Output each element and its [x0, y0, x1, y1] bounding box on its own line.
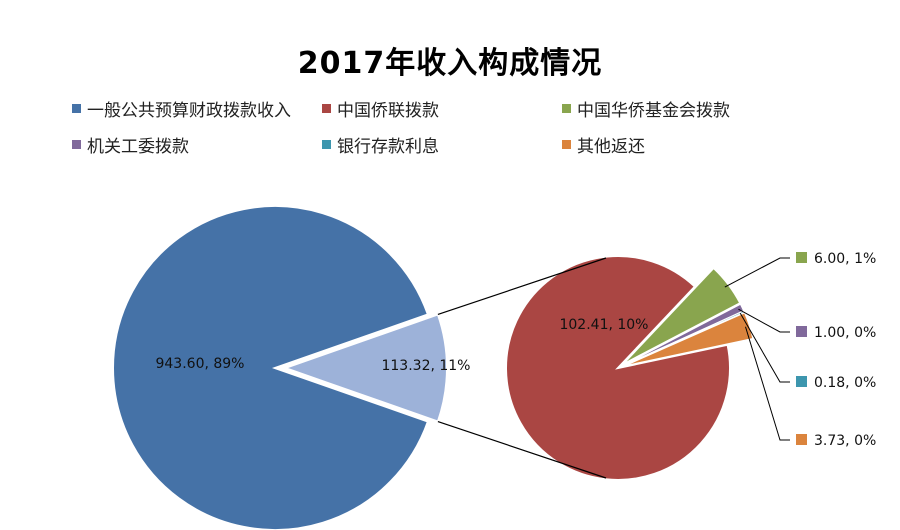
data-label-small: 3.73, 0%	[814, 433, 876, 449]
legend-swatch	[72, 140, 81, 149]
legend-swatch	[562, 104, 571, 113]
label-swatch	[796, 434, 807, 445]
legend-swatch	[72, 104, 81, 113]
legend-label: 一般公共预算财政拨款收入	[87, 101, 291, 121]
legend-label: 中国华侨基金会拨款	[577, 101, 730, 121]
legend-item: 中国华侨基金会拨款	[562, 96, 730, 121]
label-swatch	[796, 252, 807, 263]
label-swatch	[796, 376, 807, 387]
leader-line	[724, 257, 790, 288]
connector-line-bottom	[437, 420, 607, 479]
legend-item: 中国侨联拨款	[322, 96, 439, 121]
chart-title: 2017年收入构成情况	[297, 46, 603, 81]
data-label-small: 0.18, 0%	[814, 375, 876, 391]
legend-item: 银行存款利息	[322, 132, 439, 157]
data-label-small: 6.00, 1%	[814, 251, 876, 267]
data-label-small: 1.00, 0%	[814, 325, 876, 341]
pie-slice-secondary	[624, 267, 741, 364]
legend-label: 中国侨联拨款	[337, 101, 439, 121]
pie-slice-main	[112, 205, 430, 530]
legend-swatch	[322, 104, 331, 113]
legend-swatch	[562, 140, 571, 149]
connector-line-top	[437, 257, 607, 316]
leader-line	[745, 326, 790, 441]
legend-item: 机关工委拨款	[72, 132, 189, 157]
leader-line	[738, 308, 790, 333]
legend-swatch	[322, 140, 331, 149]
data-label-main: 943.60, 89%	[155, 356, 244, 372]
data-label-other: 113.32, 11%	[381, 358, 470, 374]
pie-slice-secondary	[505, 255, 731, 481]
leader-line	[739, 312, 790, 383]
legend-label: 其他返还	[577, 137, 645, 157]
label-swatch	[796, 326, 807, 337]
legend-label: 机关工委拨款	[87, 137, 189, 157]
legend-label: 银行存款利息	[337, 137, 439, 157]
data-label-secondary: 102.41, 10%	[559, 317, 648, 333]
legend-item: 一般公共预算财政拨款收入	[72, 96, 291, 121]
pie-slice-other	[281, 313, 448, 423]
legend-item: 其他返还	[562, 132, 645, 157]
